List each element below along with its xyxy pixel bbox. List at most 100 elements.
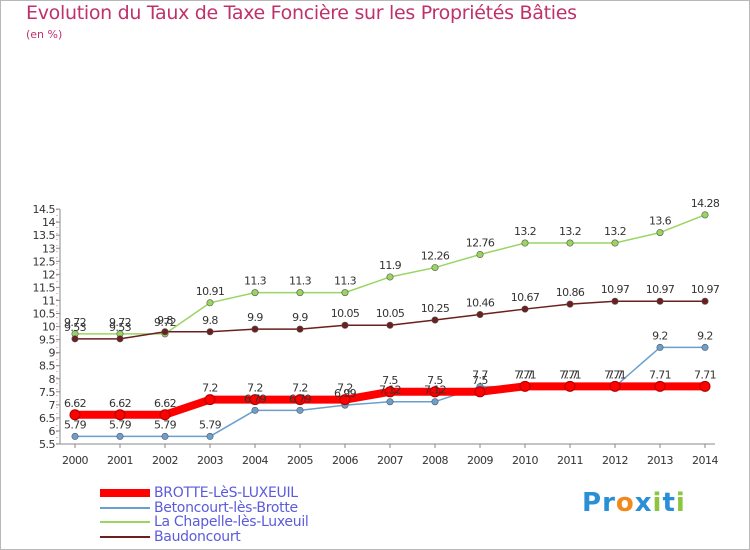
data-label-la-chapelle: 11.3 (289, 275, 312, 288)
data-point-baudoncourt (611, 297, 619, 305)
x-tick-label: 2000 (62, 454, 88, 467)
data-label-betoncourt: 5.79 (199, 418, 222, 431)
legend-item-brotte[interactable]: BROTTE-LèS-LUXEUIL (100, 485, 298, 501)
data-label-brotte: 7.2 (202, 382, 218, 395)
data-label-brotte: 6.62 (109, 397, 131, 410)
data-label-la-chapelle: 9.72 (154, 316, 176, 329)
x-tick-label: 2005 (287, 454, 313, 467)
y-tick-label: 14 (42, 216, 55, 229)
logo-letter: i (675, 488, 686, 518)
legend-label-baudoncourt: Baudoncourt (154, 529, 241, 545)
y-tick-label: 10 (42, 321, 55, 334)
data-point-la-chapelle (701, 211, 709, 219)
data-point-betoncourt (161, 432, 169, 440)
data-point-betoncourt (386, 398, 394, 406)
data-label-betoncourt: 9.2 (697, 329, 713, 342)
legend-label-la-chapelle: La Chapelle-lès-Luxeuil (154, 514, 309, 530)
data-label-betoncourt: 9.2 (652, 329, 668, 342)
y-tick-label: 6.5 (39, 412, 55, 425)
data-label-betoncourt: 5.79 (64, 418, 87, 431)
data-point-brotte (609, 380, 621, 392)
data-label-la-chapelle: 13.6 (649, 215, 672, 228)
data-point-baudoncourt (521, 305, 529, 313)
data-point-brotte (519, 380, 531, 392)
x-tick-label: 2010 (512, 454, 538, 467)
data-label-betoncourt: 7.7 (472, 369, 488, 382)
data-point-baudoncourt (161, 328, 169, 336)
data-label-baudoncourt: 10.97 (646, 283, 675, 296)
data-label-la-chapelle: 13.2 (604, 225, 626, 238)
data-point-la-chapelle (476, 251, 484, 259)
x-tick-label: 2008 (422, 454, 448, 467)
chart-title: Evolution du Taux de Taxe Foncière sur l… (26, 2, 577, 24)
data-point-la-chapelle (431, 264, 439, 272)
legend-item-baudoncourt[interactable]: Baudoncourt (100, 529, 241, 545)
x-tick-label: 2004 (242, 454, 268, 467)
data-label-brotte: 7.71 (559, 368, 581, 381)
legend-swatch-brotte (100, 489, 150, 497)
data-label-brotte: 7.5 (427, 374, 443, 387)
data-point-brotte (564, 380, 576, 392)
data-label-betoncourt: 7.7 (607, 369, 623, 382)
data-point-brotte (339, 394, 351, 406)
data-label-brotte: 6.62 (154, 397, 176, 410)
data-point-betoncourt (206, 432, 214, 440)
data-label-baudoncourt: 10.05 (376, 307, 405, 320)
data-point-baudoncourt (296, 325, 304, 333)
data-point-baudoncourt (431, 316, 439, 324)
data-point-brotte (699, 380, 711, 392)
data-point-brotte (114, 409, 126, 421)
logo-letter: t (662, 488, 676, 518)
legend-swatch-la-chapelle (100, 521, 150, 523)
data-label-la-chapelle: 11.3 (334, 275, 357, 288)
legend-item-la-chapelle[interactable]: La Chapelle-lès-Luxeuil (100, 514, 309, 530)
data-point-la-chapelle (386, 273, 394, 281)
logo-letter: r (602, 488, 616, 518)
data-label-la-chapelle: 12.76 (466, 237, 495, 250)
y-tick-label: 7 (49, 399, 56, 412)
x-tick-label: 2003 (197, 454, 223, 467)
data-label-brotte: 7.71 (694, 368, 716, 381)
data-label-la-chapelle: 13.2 (514, 225, 536, 238)
legend-label-betoncourt: Betoncourt-lès-Brotte (154, 500, 298, 516)
y-tick-label: 12.5 (33, 255, 56, 268)
data-label-brotte: 7.5 (472, 374, 488, 387)
data-label-la-chapelle: 10.91 (196, 285, 225, 298)
data-point-brotte (69, 409, 81, 421)
y-tick-label: 5.5 (39, 438, 55, 451)
data-label-brotte: 7.2 (337, 382, 353, 395)
data-label-betoncourt: 7.12 (379, 384, 401, 397)
x-tick-label: 2007 (377, 454, 403, 467)
data-label-baudoncourt: 10.86 (556, 286, 585, 299)
data-point-baudoncourt (251, 325, 259, 333)
y-tick-label: 9.5 (39, 334, 55, 347)
data-label-la-chapelle: 12.26 (421, 250, 450, 263)
data-point-baudoncourt (656, 297, 664, 305)
data-point-la-chapelle (296, 289, 304, 297)
data-label-la-chapelle: 14.28 (691, 197, 720, 210)
data-point-brotte (294, 394, 306, 406)
logo-letter: x (634, 488, 653, 518)
data-label-baudoncourt: 9.8 (157, 314, 173, 327)
legend-label-brotte: BROTTE-LèS-LUXEUIL (154, 485, 298, 501)
data-point-brotte (204, 394, 216, 406)
data-point-la-chapelle (521, 239, 529, 247)
data-point-betoncourt (71, 432, 79, 440)
x-tick-label: 2006 (332, 454, 358, 467)
legend-item-betoncourt[interactable]: Betoncourt-lès-Brotte (100, 500, 298, 516)
data-point-betoncourt (701, 343, 709, 351)
data-label-betoncourt: 7.7 (562, 369, 578, 382)
data-label-baudoncourt: 9.8 (202, 314, 218, 327)
y-tick-label: 11.5 (33, 281, 56, 294)
data-label-betoncourt: 7.12 (424, 384, 446, 397)
data-point-baudoncourt (71, 335, 79, 343)
x-tick-label: 2014 (692, 454, 718, 467)
legend-swatch-baudoncourt (100, 536, 150, 538)
data-point-brotte (159, 409, 171, 421)
data-label-baudoncourt: 10.97 (691, 283, 720, 296)
data-label-betoncourt: 6.79 (289, 392, 312, 405)
data-label-la-chapelle: 9.72 (109, 316, 131, 329)
data-label-brotte: 7.71 (604, 368, 626, 381)
